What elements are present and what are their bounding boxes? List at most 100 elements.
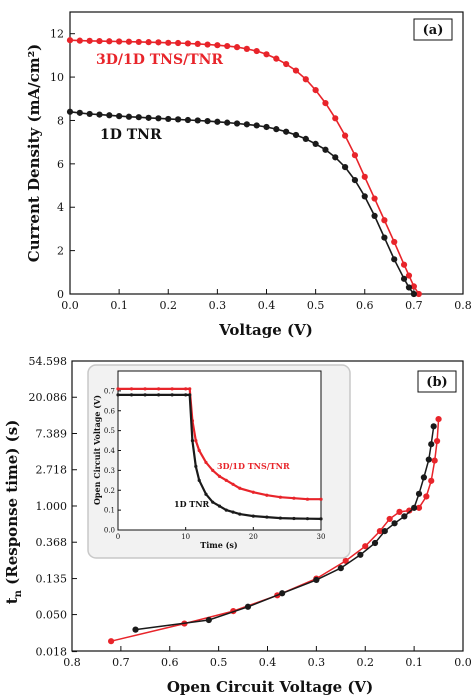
b-x-tick-label: 0.2	[357, 656, 375, 669]
b-x-tick-label: 0.4	[259, 656, 277, 669]
a-point-3d-1d-tns-tnr	[174, 39, 182, 47]
a-point-3d-1d-tns-tnr	[283, 60, 290, 68]
a-tick-marks	[69, 33, 464, 295]
b-y-axis-title-rest: (Response time) (s)	[3, 420, 21, 590]
a-panel-label: (a)	[423, 23, 444, 38]
inset-point-3d-1d-tns-tnr	[194, 438, 198, 443]
b-point-1d-tnr	[357, 551, 364, 558]
inset-point-3d-1d-tns-tnr	[251, 490, 255, 494]
b-point-3d-1d-tns-tnr	[362, 543, 369, 550]
inset-point-1d-tnr	[184, 393, 188, 397]
b-point-1d-tnr	[401, 513, 408, 520]
b-point-3d-1d-tns-tnr	[386, 515, 393, 523]
a-point-3d-1d-tns-tnr	[86, 37, 93, 44]
inset-y-tick-label: 0.3	[104, 467, 115, 475]
a-x-tick-label: 0.7	[405, 299, 423, 312]
a-point-1d-tnr	[116, 113, 123, 120]
a-panel-label-box	[413, 18, 453, 41]
a-point-3d-1d-tns-tnr	[106, 38, 113, 45]
inset-point-1d-tnr	[265, 515, 269, 519]
a-point-1d-tnr	[371, 212, 378, 220]
inset-point-3d-1d-tns-tnr	[204, 460, 208, 465]
panel-b: 0.8 0.7 0.6 0.5 0.4 0.3 0.2 0.1 0.0 0.0180.0500.…	[3, 355, 472, 696]
panel-a: 0.0 0.1 0.2 0.3 0.4 0.5 0.6 0.7 0.8 0 2 4 6 8 10 12 3D…	[25, 11, 472, 339]
b-y-tick-label: 20.086	[29, 391, 68, 404]
a-point-3d-1d-tns-tnr	[322, 100, 329, 107]
a-point-3d-1d-tns-tnr	[214, 42, 221, 49]
inset-plot-frame	[117, 370, 322, 531]
a-point-3d-1d-tns-tnr	[273, 55, 280, 62]
a-y-tick-label: 4	[57, 201, 64, 214]
inset-point-3d-1d-tns-tnr	[217, 474, 222, 478]
b-y-tick-labels: 0.018 0.050 0.135 0.368 1.000 2.718 7.389 20.08…	[29, 355, 68, 659]
b-y-axis-title-sub: n	[13, 589, 24, 597]
inset-x-axis-title: Time (s)	[200, 540, 238, 550]
a-point-3d-1d-tns-tnr	[263, 51, 270, 58]
a-point-1d-tnr	[263, 123, 270, 131]
b-point-1d-tnr	[391, 520, 398, 527]
inset-point-1d-tnr	[305, 517, 310, 521]
b-y-tick-label: 0.018	[36, 646, 68, 659]
a-y-axis-title: Current Density (mA/cm²)	[25, 44, 43, 262]
inset-point-1d-tnr	[157, 393, 161, 397]
inset-point-1d-tnr	[188, 393, 192, 397]
a-point-1d-tnr	[224, 119, 231, 126]
b-point-1d-tnr	[132, 626, 139, 633]
b-y-tick-label: 2.718	[36, 464, 68, 477]
b-x-tick-label: 0.5	[210, 656, 228, 669]
a-point-1d-tnr	[400, 275, 408, 282]
a-point-3d-1d-tns-tnr	[400, 261, 408, 268]
b-y-tick-label: 7.389	[36, 427, 68, 440]
a-point-1d-tnr	[322, 146, 329, 153]
a-point-3d-1d-tns-tnr	[405, 272, 413, 279]
b-point-3d-1d-tns-tnr	[428, 477, 435, 484]
a-x-tick-label: 0.2	[160, 299, 178, 312]
b-x-axis-title: Open Circuit Voltage (V)	[167, 678, 373, 696]
b-tick-marks	[71, 360, 464, 653]
inset-series-line-1d-tnr	[118, 393, 322, 520]
inset-point-3d-1d-tns-tnr	[116, 387, 120, 391]
b-y-tick-label: 0.368	[36, 536, 68, 549]
a-y-tick-labels: 0 2 4 6 8 10 12	[50, 28, 64, 301]
a-point-3d-1d-tns-tnr	[224, 42, 231, 50]
a-point-1d-tnr	[194, 117, 201, 124]
a-y-tick-label: 2	[57, 245, 64, 258]
a-point-1d-tnr	[106, 112, 113, 119]
b-y-tick-label: 0.135	[36, 573, 68, 586]
inset-y-tick-labels: 0.0 0.1 0.2 0.3 0.4 0.5 0.6 0.7	[104, 387, 116, 534]
a-point-3d-1d-tns-tnr	[233, 44, 241, 51]
inset-point-1d-tnr	[238, 512, 242, 516]
inset-point-3d-1d-tns-tnr	[170, 387, 174, 391]
b-point-3d-1d-tns-tnr	[406, 507, 413, 514]
inset-y-tick-label: 0.5	[104, 427, 115, 435]
inset-y-tick-label: 0.7	[104, 387, 115, 395]
inset-point-3d-1d-tns-tnr	[184, 387, 188, 391]
a-point-3d-1d-tns-tnr	[371, 195, 378, 202]
b-point-1d-tnr	[420, 474, 427, 481]
b-x-tick-label: 0.7	[112, 656, 130, 669]
b-point-3d-1d-tns-tnr	[342, 557, 349, 564]
b-point-1d-tnr	[411, 504, 418, 511]
b-point-1d-tnr	[415, 490, 423, 497]
b-x-tick-label: 0.0	[454, 656, 472, 669]
a-point-3d-1d-tns-tnr	[361, 173, 368, 180]
a-point-3d-1d-tns-tnr	[415, 290, 422, 298]
a-point-3d-1d-tns-tnr	[184, 40, 191, 47]
a-point-3d-1d-tns-tnr	[66, 37, 74, 44]
inset-point-3d-1d-tns-tnr	[319, 497, 323, 501]
b-x-tick-label: 0.1	[405, 656, 423, 669]
a-point-3d-1d-tns-tnr	[243, 45, 250, 52]
inset-x-tick-label: 30	[317, 533, 326, 541]
b-point-3d-1d-tns-tnr	[396, 508, 403, 515]
b-x-tick-labels: 0.8 0.7 0.6 0.5 0.4 0.3 0.2 0.1 0.0	[63, 656, 472, 669]
a-point-1d-tnr	[381, 234, 388, 241]
inset-x-tick-labels: 0 10 20 30	[116, 533, 326, 541]
b-y-axis-title: tn (Response time) (s)	[3, 420, 24, 605]
a-point-3d-1d-tns-tnr	[253, 47, 260, 55]
b-point-1d-tnr	[244, 603, 252, 610]
a-point-1d-tnr	[184, 116, 191, 124]
inset-point-1d-tnr	[251, 514, 255, 518]
inset-y-tick-label: 0.6	[104, 407, 116, 415]
a-point-1d-tnr	[145, 114, 152, 121]
